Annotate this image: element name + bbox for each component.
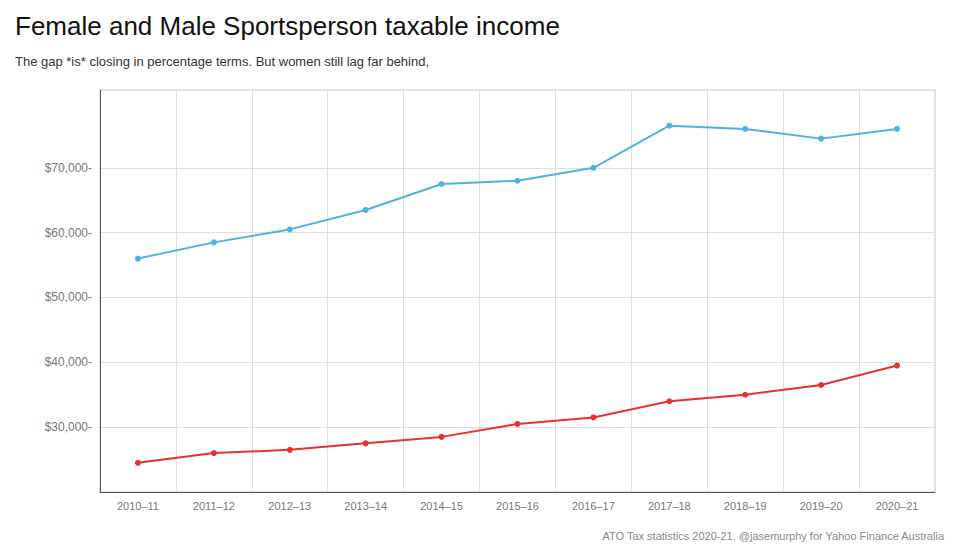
svg-text:2011–12: 2011–12 — [193, 500, 235, 512]
svg-text:2015–16: 2015–16 — [496, 500, 539, 512]
svg-text:2019–20: 2019–20 — [800, 500, 843, 512]
svg-text:$40,000-: $40,000- — [45, 355, 92, 369]
svg-text:2016–17: 2016–17 — [572, 500, 615, 512]
svg-text:The gap *is* closing in percen: The gap *is* closing in percentage terms… — [15, 54, 429, 69]
svg-text:2014–15: 2014–15 — [420, 500, 463, 512]
svg-text:2018–19: 2018–19 — [724, 500, 767, 512]
svg-text:2010–11: 2010–11 — [117, 500, 159, 512]
svg-text:2020–21: 2020–21 — [876, 500, 919, 512]
svg-text:$70,000-: $70,000- — [45, 161, 92, 175]
svg-text:ATO Tax statistics 2020-21. @j: ATO Tax statistics 2020-21. @jasemurphy … — [602, 530, 944, 542]
svg-text:$60,000-: $60,000- — [45, 226, 92, 240]
svg-text:$50,000-: $50,000- — [45, 290, 92, 304]
svg-text:2017–18: 2017–18 — [648, 500, 691, 512]
svg-text:Female and Male Sportsperson t: Female and Male Sportsperson taxable inc… — [15, 11, 560, 41]
svg-text:$30,000-: $30,000- — [45, 420, 92, 434]
svg-text:2012–13: 2012–13 — [268, 500, 311, 512]
svg-text:2013–14: 2013–14 — [344, 500, 387, 512]
